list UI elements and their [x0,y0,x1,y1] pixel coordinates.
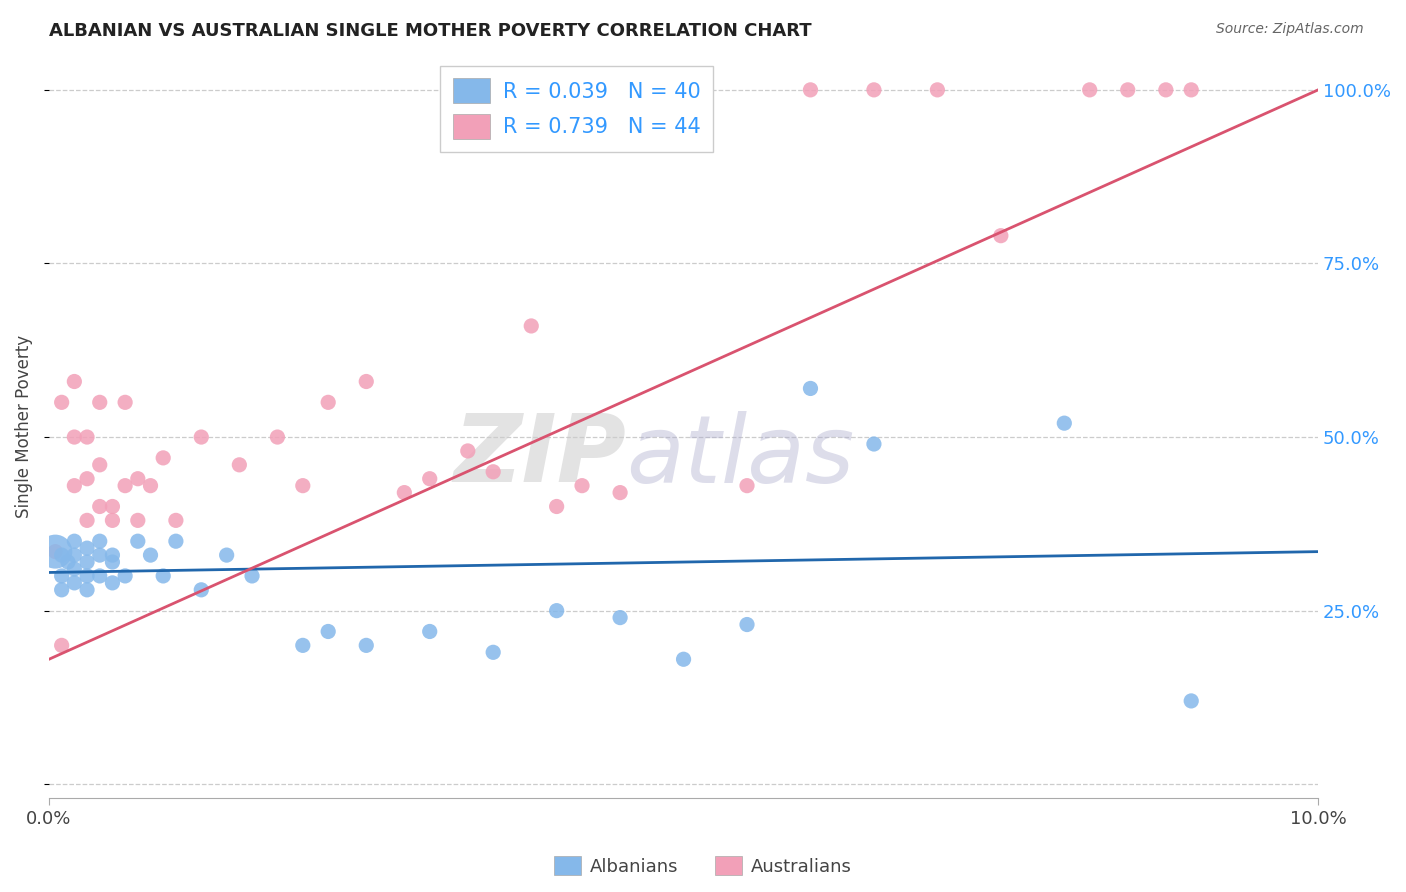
Point [114,478,136,492]
Point [101,575,124,590]
Point [215,548,238,562]
Point [240,569,263,583]
Point [76,582,98,597]
Point [863,437,886,451]
Point [51,548,73,562]
Point [546,500,568,514]
Point [89,548,111,562]
Point [735,617,758,632]
Point [76,569,98,583]
Legend: R = 0.039   N = 40, R = 0.739   N = 44: R = 0.039 N = 40, R = 0.739 N = 44 [440,65,713,152]
Point [190,430,212,444]
Point [735,478,758,492]
Text: atlas: atlas [627,411,855,502]
Point [520,318,543,333]
Point [89,458,111,472]
Point [482,645,505,659]
Point [1180,694,1202,708]
Point [63,534,86,549]
Point [152,569,174,583]
Point [457,444,479,458]
Point [76,472,98,486]
Point [63,575,86,590]
Point [56,555,79,569]
Point [394,485,416,500]
Point [89,534,111,549]
Point [139,548,162,562]
Point [291,639,314,653]
Point [76,430,98,444]
Y-axis label: Single Mother Poverty: Single Mother Poverty [15,335,32,518]
Point [863,83,886,97]
Point [1154,83,1177,97]
Point [63,478,86,492]
Point [51,639,73,653]
Point [291,478,314,492]
Point [482,465,505,479]
Point [316,624,339,639]
Legend: Albanians, Australians: Albanians, Australians [547,849,859,883]
Point [44,544,66,558]
Point [419,624,441,639]
Point [990,228,1012,243]
Point [266,430,288,444]
Point [799,381,821,395]
Point [127,513,149,527]
Text: ZIP: ZIP [454,410,627,502]
Point [571,478,593,492]
Point [89,395,111,409]
Point [51,569,73,583]
Point [1180,83,1202,97]
Point [101,555,124,569]
Point [672,652,695,666]
Point [76,541,98,556]
Point [76,555,98,569]
Point [1053,416,1076,430]
Point [63,562,86,576]
Point [356,375,378,389]
Point [101,500,124,514]
Point [89,569,111,583]
Point [1078,83,1101,97]
Point [228,458,250,472]
Point [114,569,136,583]
Point [63,548,86,562]
Point [51,582,73,597]
Text: Source: ZipAtlas.com: Source: ZipAtlas.com [1216,22,1364,37]
Point [114,395,136,409]
Text: ALBANIAN VS AUSTRALIAN SINGLE MOTHER POVERTY CORRELATION CHART: ALBANIAN VS AUSTRALIAN SINGLE MOTHER POV… [49,22,811,40]
Point [101,548,124,562]
Point [127,534,149,549]
Point [139,478,162,492]
Point [356,639,378,653]
Point [63,375,86,389]
Point [190,582,212,597]
Point [152,450,174,465]
Point [316,395,339,409]
Point [546,604,568,618]
Point [419,472,441,486]
Point [89,500,111,514]
Point [127,472,149,486]
Point [165,534,187,549]
Point [44,544,66,558]
Point [51,395,73,409]
Point [799,83,821,97]
Point [63,430,86,444]
Point [165,513,187,527]
Point [76,513,98,527]
Point [101,513,124,527]
Point [609,610,631,624]
Point [609,485,631,500]
Point [1116,83,1139,97]
Point [927,83,949,97]
